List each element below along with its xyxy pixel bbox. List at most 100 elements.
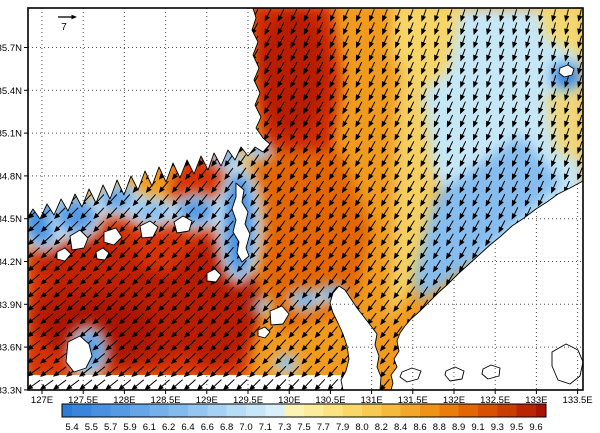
x-tick-label: 130.5E bbox=[315, 395, 345, 406]
wind-arrow bbox=[564, 154, 570, 168]
wind-arrow bbox=[329, 35, 337, 49]
wind-arrow bbox=[473, 22, 479, 36]
colorbar-segment bbox=[420, 404, 440, 417]
wind-arrow bbox=[276, 154, 286, 167]
colorbar-segment bbox=[381, 404, 402, 417]
wind-arrow bbox=[407, 141, 415, 154]
wind-arrow bbox=[92, 300, 105, 312]
wind-arrow bbox=[53, 313, 67, 325]
colorbar-tick-label: 6.6 bbox=[201, 422, 214, 433]
wind-arrow bbox=[538, 9, 544, 22]
wind-arrow bbox=[512, 88, 518, 102]
wind-arrow bbox=[263, 233, 273, 246]
wind-arrow bbox=[434, 75, 440, 88]
wind-arrow bbox=[92, 260, 105, 272]
wind-arrow bbox=[486, 127, 492, 141]
wind-arrow bbox=[316, 61, 324, 75]
wind-arrow bbox=[144, 313, 157, 325]
wind-arrow bbox=[486, 35, 492, 49]
wind-arrow bbox=[315, 233, 325, 247]
wind-arrow bbox=[343, 22, 349, 36]
wind-arrow bbox=[264, 48, 272, 62]
colorbar-segment bbox=[207, 404, 228, 417]
wind-arrow bbox=[525, 48, 531, 62]
wind-arrow bbox=[472, 154, 480, 168]
wind-arrow bbox=[447, 75, 453, 88]
wind-arrow bbox=[236, 312, 248, 325]
wind-arrow bbox=[499, 48, 505, 62]
wind-arrow bbox=[66, 286, 79, 298]
wind-arrow bbox=[342, 88, 350, 102]
y-tick-label: 33.6N bbox=[0, 343, 22, 354]
wind-arrow bbox=[315, 220, 325, 233]
colorbar-tick-label: 5.4 bbox=[65, 422, 78, 433]
wind-arrow bbox=[223, 246, 234, 259]
wind-arrow bbox=[302, 220, 312, 233]
wind-arrow bbox=[406, 220, 415, 234]
wind-arrow bbox=[92, 353, 106, 364]
wind-arrow bbox=[379, 352, 390, 365]
wind-arrow bbox=[460, 75, 466, 88]
wind-arrow bbox=[459, 193, 467, 207]
wind-arrow bbox=[302, 207, 312, 220]
colorbar-tick-label: 5.9 bbox=[123, 422, 136, 433]
reference-vector-label: 7 bbox=[61, 22, 67, 33]
wind-arrow bbox=[328, 273, 338, 286]
wind-arrow bbox=[459, 127, 467, 141]
wind-arrow bbox=[329, 48, 337, 62]
wind-arrow bbox=[106, 194, 118, 207]
wind-arrow bbox=[290, 101, 298, 115]
wind-arrow bbox=[367, 207, 376, 220]
wind-arrow bbox=[196, 366, 209, 378]
wind-arrow bbox=[118, 313, 131, 325]
wind-arrow bbox=[183, 352, 196, 365]
y-tick-label: 33.3N bbox=[0, 385, 22, 396]
wind-arrow bbox=[395, 48, 401, 62]
wind-arrow bbox=[263, 220, 273, 233]
wind-arrow bbox=[210, 326, 222, 338]
wind-arrow bbox=[354, 180, 363, 194]
wind-arrow bbox=[170, 366, 183, 378]
wind-arrow bbox=[80, 207, 92, 220]
colorbar-tick-label: 7.0 bbox=[239, 422, 252, 433]
wind-arrow bbox=[289, 193, 299, 207]
wind-arrow bbox=[394, 88, 402, 102]
wind-arrow bbox=[290, 88, 298, 102]
wind-arrow bbox=[132, 207, 144, 220]
wind-arrow bbox=[288, 312, 299, 325]
wind-arrow bbox=[119, 260, 131, 272]
wind-arrow bbox=[564, 22, 570, 36]
wind-arrow bbox=[446, 127, 454, 141]
wind-arrow bbox=[315, 246, 325, 260]
wind-arrow bbox=[499, 101, 505, 115]
wind-arrow bbox=[236, 352, 248, 365]
wind-arrow bbox=[264, 22, 272, 36]
wind-arrow bbox=[406, 233, 415, 247]
wind-arrow bbox=[446, 207, 454, 220]
wind-arrow bbox=[28, 234, 40, 246]
wind-arrow bbox=[249, 365, 261, 378]
wind-arrow bbox=[170, 352, 183, 365]
wind-arrow bbox=[342, 141, 350, 154]
wind-arrow bbox=[499, 9, 505, 22]
wind-arrow bbox=[276, 180, 286, 194]
wind-arrow bbox=[329, 101, 337, 115]
wind-arrow bbox=[158, 207, 169, 220]
x-tick-label: 133.5E bbox=[563, 395, 593, 406]
wind-arrow bbox=[92, 286, 105, 299]
wind-arrow bbox=[250, 207, 260, 220]
wind-arrow bbox=[302, 193, 312, 207]
wind-arrow bbox=[249, 299, 261, 312]
wind-arrow bbox=[354, 193, 363, 207]
wind-arrow bbox=[277, 88, 285, 102]
coastlines bbox=[27, 7, 584, 391]
wind-arrow bbox=[472, 180, 480, 194]
wind-arrow bbox=[341, 273, 351, 286]
x-tick-label: 128.5E bbox=[151, 395, 181, 406]
colorbar-segment bbox=[284, 404, 305, 417]
wind-arrow bbox=[472, 220, 480, 234]
wind-arrow bbox=[28, 379, 41, 390]
wind-arrow bbox=[407, 114, 415, 128]
wind-arrow bbox=[40, 234, 53, 246]
longitude-axis: 127E 127.5E 128E 128.5E 129E 129.5E 130E 130.5E… bbox=[31, 390, 593, 406]
